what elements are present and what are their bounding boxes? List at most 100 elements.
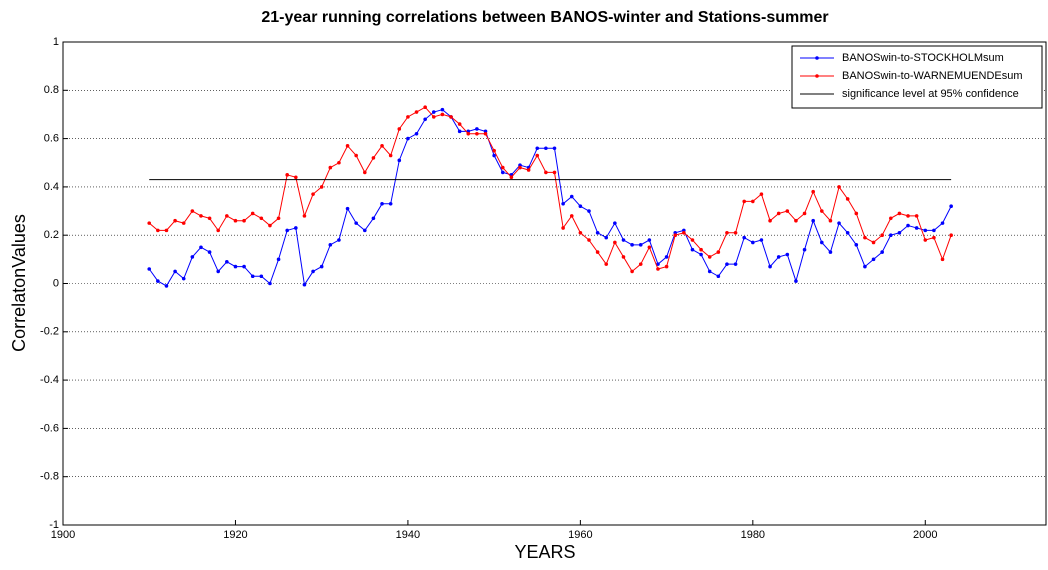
data-point [156,279,160,283]
data-point [561,202,565,206]
data-point [181,221,186,225]
data-point [173,269,177,274]
data-point [802,211,807,216]
data-point [388,153,393,158]
data-point [845,197,850,201]
legend-label: BANOSwin-to-STOCKHOLMsum [842,52,1004,64]
data-point [759,192,764,196]
data-point [820,209,824,213]
data-point [492,153,496,158]
data-point [371,216,376,221]
legend-marker [815,56,819,60]
data-point [311,269,315,274]
data-point [871,257,876,262]
data-point [638,262,643,266]
data-point [699,252,703,257]
data-point [500,170,505,175]
data-point [216,269,221,274]
data-point [595,250,600,254]
data-point [578,204,583,209]
data-point [673,233,678,237]
data-point [742,235,747,240]
data-point [621,238,626,242]
data-point [664,264,669,269]
data-point [268,223,272,228]
data-point [923,228,928,233]
data-point [888,233,893,237]
data-point [871,240,876,245]
data-point [259,216,264,221]
data-point [880,233,884,237]
data-point [707,269,712,274]
data-point [345,144,350,148]
y-tick-label: 1 [53,36,59,48]
x-tick-label: 1980 [741,529,765,541]
data-point [888,216,893,221]
legend-label: significance level at 95% confidence [842,88,1019,100]
legend-label: BANOSwin-to-WARNEMUENDEsum [842,70,1023,82]
data-point [406,115,410,119]
data-point [233,218,238,223]
data-point [388,202,393,206]
data-point [483,131,488,136]
data-point [535,153,540,158]
data-point [319,264,324,269]
data-point [863,235,867,240]
data-point [518,165,522,170]
data-point [328,165,333,170]
data-point [431,115,436,119]
data-point [923,238,928,242]
x-tick-label: 1900 [51,529,75,541]
data-point [906,223,910,228]
data-point [475,131,479,136]
plot-frame [62,41,1047,526]
x-tick-label: 1920 [223,529,247,541]
data-point [664,255,669,259]
data-point [716,250,721,254]
data-point [561,226,565,230]
data-point [199,245,203,250]
data-point [457,122,462,126]
data-point [785,252,790,257]
data-point [173,218,177,223]
data-point [233,264,238,269]
data-point [362,170,367,175]
series-line [148,106,952,273]
data-point [802,247,807,252]
data-point [785,209,790,213]
data-point [578,230,583,235]
y-tick-label: 0.8 [44,84,59,96]
data-point [319,185,324,189]
data-point [423,117,427,122]
data-point [569,214,574,218]
data-point [699,247,703,252]
data-point [613,240,617,245]
data-point [380,144,384,148]
data-point [207,250,212,254]
data-point [776,255,781,259]
data-point [811,189,815,194]
y-axis-label: CorrelatonValues [9,214,29,352]
data-point [811,218,815,223]
data-point [397,127,402,131]
data-point [225,259,229,264]
data-point [190,209,195,213]
data-point [897,230,902,235]
data-point [932,228,936,233]
data-point [285,228,289,233]
data-point [837,185,841,189]
data-point [914,226,919,230]
data-point [751,240,755,245]
data-point [569,194,574,199]
data-point [294,175,298,180]
data-point [828,250,833,254]
data-point [940,221,945,225]
data-point [949,233,953,237]
y-tick-label: 0.4 [44,181,59,193]
data-point [509,175,514,180]
data-point [854,243,859,247]
data-point [820,240,824,245]
data-point [647,245,652,250]
y-tick-label: -0.6 [40,422,59,434]
